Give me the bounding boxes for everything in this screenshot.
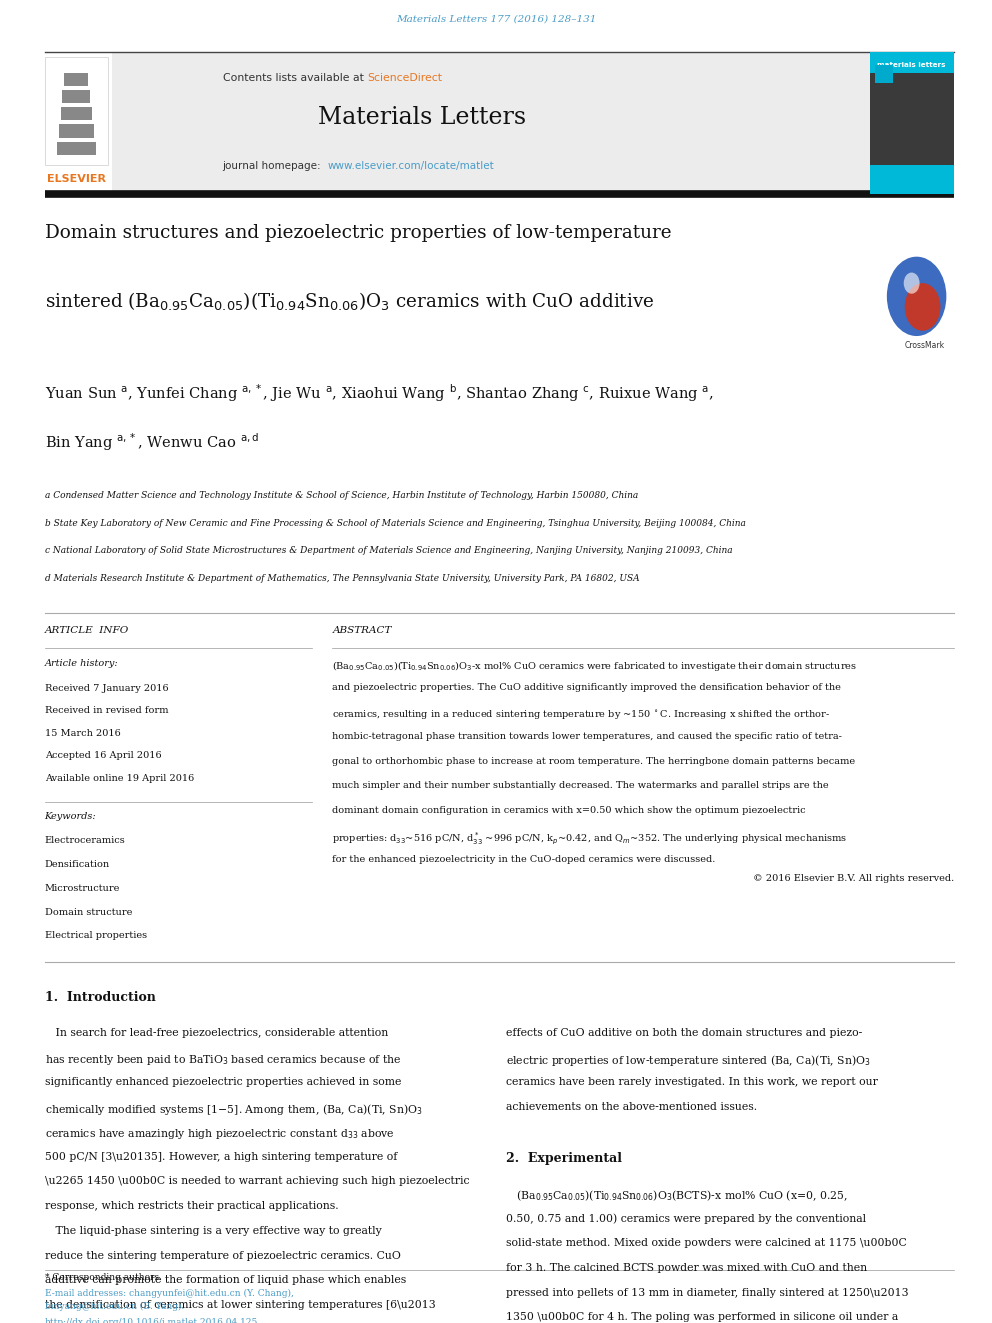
Text: Yuan Sun $^{\rm a}$, Yunfei Chang $^{\rm a,*}$, Jie Wu $^{\rm a}$, Xiaohui Wang : Yuan Sun $^{\rm a}$, Yunfei Chang $^{\rm… — [45, 382, 713, 404]
Text: ELSEVIER: ELSEVIER — [47, 173, 105, 184]
Text: properties: d$_{33}$~516 pC/N, d$_{33}^*$ ~996 pC/N, k$_p$~0.42, and Q$_m$~352. : properties: d$_{33}$~516 pC/N, d$_{33}^*… — [332, 831, 848, 847]
Text: 2.  Experimental: 2. Experimental — [506, 1151, 622, 1164]
Text: pressed into pellets of 13 mm in diameter, finally sintered at 1250\u2013: pressed into pellets of 13 mm in diamete… — [506, 1287, 909, 1298]
Text: achievements on the above-mentioned issues.: achievements on the above-mentioned issu… — [506, 1102, 757, 1113]
Text: The liquid-phase sintering is a very effective way to greatly: The liquid-phase sintering is a very eff… — [45, 1226, 381, 1236]
Bar — [112, 52, 870, 194]
Text: Contents lists available at: Contents lists available at — [222, 73, 367, 83]
Text: (Ba$_{0.95}$Ca$_{0.05}$)(Ti$_{0.94}$Sn$_{0.06}$)O$_3$-x mol% CuO ceramics were f: (Ba$_{0.95}$Ca$_{0.05}$)(Ti$_{0.94}$Sn$_… — [332, 659, 857, 673]
Text: electric properties of low-temperature sintered (Ba, Ca)(Ti, Sn)O$_3$: electric properties of low-temperature s… — [506, 1053, 871, 1068]
Text: for 3 h. The calcined BCTS powder was mixed with CuO and then: for 3 h. The calcined BCTS powder was mi… — [506, 1263, 867, 1273]
Text: much simpler and their number substantially decreased. The watermarks and parall: much simpler and their number substantia… — [332, 781, 829, 790]
Text: additive can promote the formation of liquid phase which enables: additive can promote the formation of li… — [45, 1275, 406, 1286]
Text: sintered (Ba$_{0.95}$Ca$_{0.05}$)(Ti$_{0.94}$Sn$_{0.06}$)O$_3$ ceramics with CuO: sintered (Ba$_{0.95}$Ca$_{0.05}$)(Ti$_{0… — [45, 290, 654, 312]
Bar — [64, 73, 88, 86]
Bar — [57, 142, 96, 155]
Text: (Ba$_{0.95}$Ca$_{0.05}$)(Ti$_{0.94}$Sn$_{0.06}$)O$_3$(BCTS)-x mol% CuO (x=0, 0.2: (Ba$_{0.95}$Ca$_{0.05}$)(Ti$_{0.94}$Sn$_… — [506, 1188, 847, 1204]
Text: www.elsevier.com/locate/matlet: www.elsevier.com/locate/matlet — [327, 160, 494, 171]
Bar — [875, 65, 893, 83]
Text: reduce the sintering temperature of piezoelectric ceramics. CuO: reduce the sintering temperature of piez… — [45, 1250, 401, 1261]
Text: b State Key Laboratory of New Ceramic and Fine Processing & School of Materials : b State Key Laboratory of New Ceramic an… — [45, 519, 746, 528]
Text: d Materials Research Institute & Department of Mathematics, The Pennsylvania Sta: d Materials Research Institute & Departm… — [45, 574, 639, 583]
Text: ScienceDirect: ScienceDirect — [367, 73, 442, 83]
Text: Electrical properties: Electrical properties — [45, 931, 147, 941]
Text: dominant domain configuration in ceramics with x=0.50 which show the optimum pie: dominant domain configuration in ceramic… — [332, 806, 806, 815]
Text: Microstructure: Microstructure — [45, 884, 120, 893]
Text: ARTICLE  INFO: ARTICLE INFO — [45, 626, 129, 635]
Text: effects of CuO additive on both the domain structures and piezo-: effects of CuO additive on both the doma… — [506, 1028, 862, 1039]
Bar — [45, 57, 108, 165]
Text: and piezoelectric properties. The CuO additive significantly improved the densif: and piezoelectric properties. The CuO ad… — [332, 683, 841, 692]
Bar — [61, 107, 92, 120]
Text: c National Laboratory of Solid State Microstructures & Department of Materials S: c National Laboratory of Solid State Mic… — [45, 546, 732, 556]
Text: chemically modified systems [1$-$5]. Among them, (Ba, Ca)(Ti, Sn)O$_3$: chemically modified systems [1$-$5]. Amo… — [45, 1102, 423, 1117]
Text: http://dx.doi.org/10.1016/j.matlet.2016.04.125: http://dx.doi.org/10.1016/j.matlet.2016.… — [45, 1318, 258, 1323]
Text: Materials Letters 177 (2016) 128–131: Materials Letters 177 (2016) 128–131 — [396, 15, 596, 24]
Text: solid-state method. Mixed oxide powders were calcined at 1175 \u00b0C: solid-state method. Mixed oxide powders … — [506, 1238, 907, 1248]
Text: Electroceramics: Electroceramics — [45, 836, 125, 845]
Text: ABSTRACT: ABSTRACT — [332, 626, 392, 635]
Text: © 2016 Elsevier B.V. All rights reserved.: © 2016 Elsevier B.V. All rights reserved… — [753, 873, 954, 882]
Text: 500 pC/N [3\u20135]. However, a high sintering temperature of: 500 pC/N [3\u20135]. However, a high sin… — [45, 1151, 397, 1162]
Text: journal homepage:: journal homepage: — [222, 160, 327, 171]
Text: significantly enhanced piezoelectric properties achieved in some: significantly enhanced piezoelectric pro… — [45, 1077, 401, 1088]
Text: has recently been paid to BaTiO$_3$ based ceramics because of the: has recently been paid to BaTiO$_3$ base… — [45, 1053, 402, 1066]
Bar — [62, 90, 90, 103]
Text: ceramics, resulting in a reduced sintering temperature by ~150 $^\circ$C. Increa: ceramics, resulting in a reduced sinteri… — [332, 708, 830, 722]
Text: Domain structure: Domain structure — [45, 908, 132, 917]
Text: Received in revised form: Received in revised form — [45, 706, 168, 716]
Text: Available online 19 April 2016: Available online 19 April 2016 — [45, 774, 193, 783]
Text: Domain structures and piezoelectric properties of low-temperature: Domain structures and piezoelectric prop… — [45, 224, 672, 242]
Circle shape — [887, 257, 946, 336]
Text: 15 March 2016: 15 March 2016 — [45, 729, 120, 738]
Text: the densification of ceramics at lower sintering temperatures [6\u2013: the densification of ceramics at lower s… — [45, 1301, 435, 1310]
Text: 1.  Introduction: 1. Introduction — [45, 991, 156, 1004]
Text: Keywords:: Keywords: — [45, 812, 96, 822]
Text: Bin Yang $^{\rm a,*}$, Wenwu Cao $^{\rm a,d}$: Bin Yang $^{\rm a,*}$, Wenwu Cao $^{\rm … — [45, 431, 259, 452]
Bar — [870, 73, 954, 165]
Text: materials letters: materials letters — [877, 62, 946, 69]
Text: for the enhanced piezoelectricity in the CuO-doped ceramics were discussed.: for the enhanced piezoelectricity in the… — [332, 855, 715, 864]
Text: In search for lead-free piezoelectrics, considerable attention: In search for lead-free piezoelectrics, … — [45, 1028, 388, 1039]
Text: response, which restricts their practical applications.: response, which restricts their practica… — [45, 1201, 338, 1211]
Text: ceramics have amazingly high piezoelectric constant d$_{33}$ above: ceramics have amazingly high piezoelectr… — [45, 1127, 395, 1140]
Text: 0.50, 0.75 and 1.00) ceramics were prepared by the conventional: 0.50, 0.75 and 1.00) ceramics were prepa… — [506, 1213, 866, 1224]
Text: Received 7 January 2016: Received 7 January 2016 — [45, 684, 169, 693]
Text: E-mail addresses: changyunfei@hit.edu.cn (Y. Chang),: E-mail addresses: changyunfei@hit.edu.cn… — [45, 1289, 294, 1298]
Circle shape — [905, 283, 940, 331]
Text: a Condensed Matter Science and Technology Institute & School of Science, Harbin : a Condensed Matter Science and Technolog… — [45, 491, 638, 500]
Text: Accepted 16 April 2016: Accepted 16 April 2016 — [45, 751, 162, 761]
Text: \u2265 1450 \u00b0C is needed to warrant achieving such high piezoelectric: \u2265 1450 \u00b0C is needed to warrant… — [45, 1176, 469, 1187]
Text: * Corresponding authors.: * Corresponding authors. — [45, 1273, 162, 1282]
Text: gonal to orthorhombic phase to increase at room temperature. The herringbone dom: gonal to orthorhombic phase to increase … — [332, 757, 855, 766]
Text: binyang@hit.edu.cn (B. Yang).: binyang@hit.edu.cn (B. Yang). — [45, 1302, 184, 1311]
Text: hombic-tetragonal phase transition towards lower temperatures, and caused the sp: hombic-tetragonal phase transition towar… — [332, 732, 842, 741]
Text: CrossMark: CrossMark — [905, 341, 944, 351]
Bar — [59, 124, 94, 138]
Bar — [870, 52, 954, 194]
Text: Materials Letters: Materials Letters — [317, 106, 526, 130]
Text: Densification: Densification — [45, 860, 110, 869]
Text: ceramics have been rarely investigated. In this work, we report our: ceramics have been rarely investigated. … — [506, 1077, 878, 1088]
Circle shape — [904, 273, 920, 294]
Text: 1350 \u00b0C for 4 h. The poling was performed in silicone oil under a: 1350 \u00b0C for 4 h. The poling was per… — [506, 1312, 898, 1323]
Text: Article history:: Article history: — [45, 659, 118, 668]
